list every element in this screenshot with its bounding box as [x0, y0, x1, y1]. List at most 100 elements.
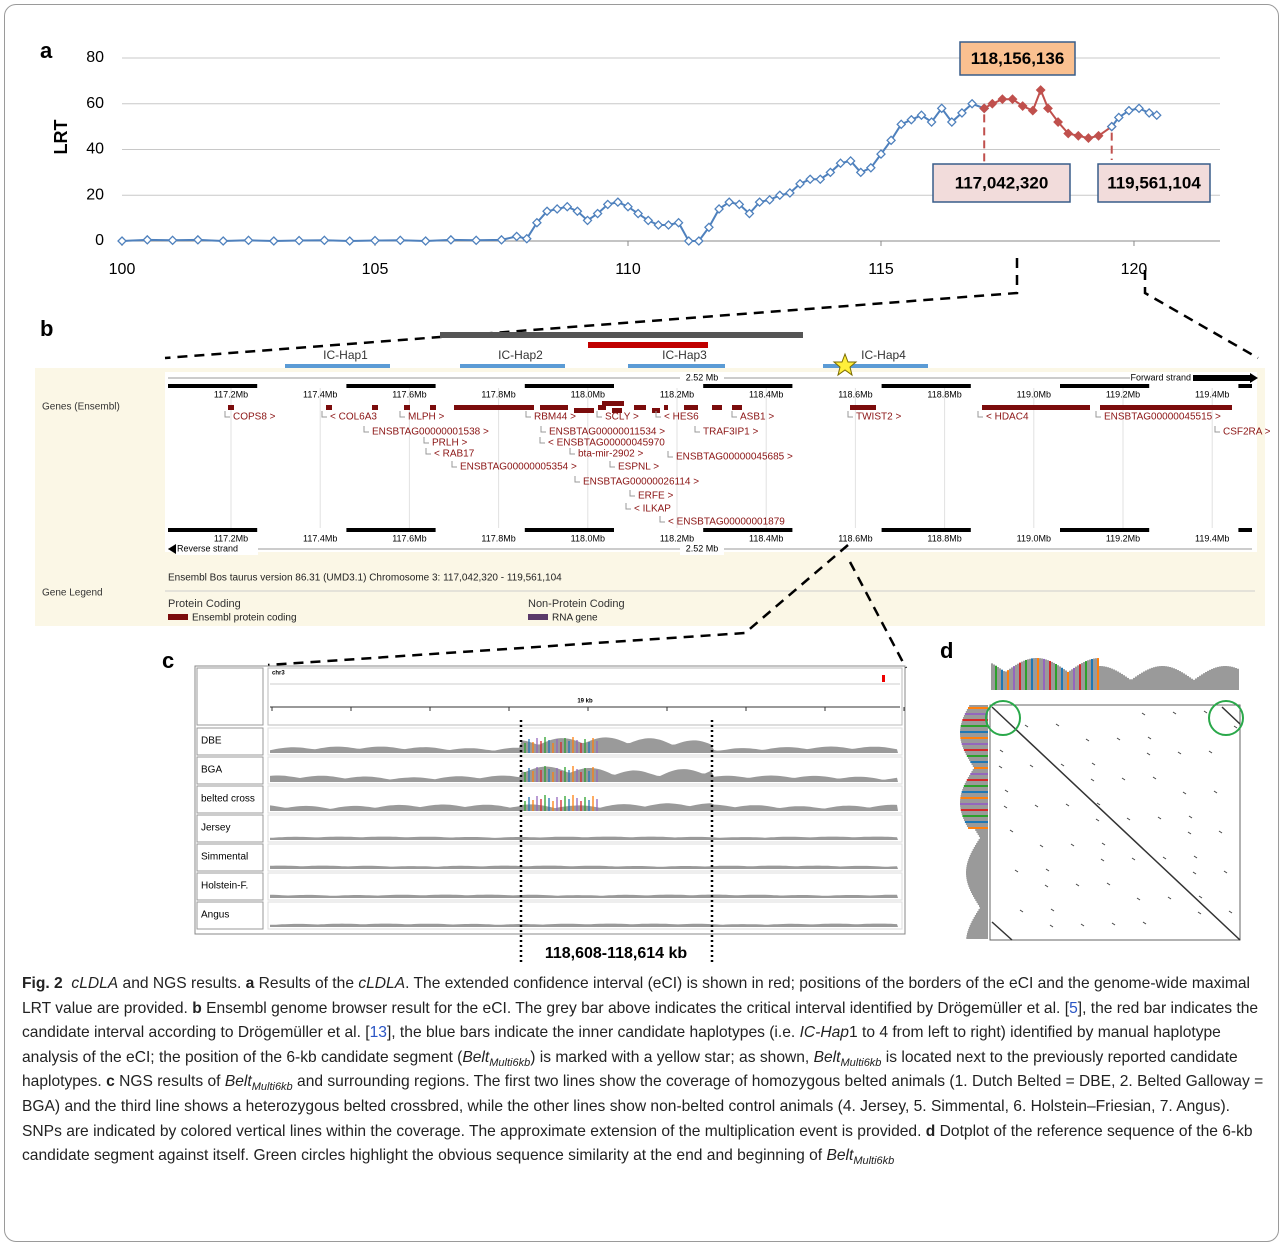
browser-info: Ensembl Bos taurus version 86.31 (UMD3.1… — [168, 573, 562, 584]
y-tick-label: 80 — [86, 49, 104, 66]
ruler-label: 118.6Mb — [838, 533, 872, 543]
data-point — [1145, 109, 1153, 117]
data-point — [664, 221, 672, 229]
gene-bar — [732, 405, 742, 410]
data-point — [654, 221, 662, 229]
ruler-segment — [346, 384, 435, 388]
caption-text: ], the blue bars indicate the inner cand… — [387, 1024, 800, 1041]
data-point — [806, 175, 814, 183]
ruler-label: 118.8Mb — [927, 389, 961, 399]
data-point — [396, 236, 404, 244]
gene-label: MLPH > — [408, 412, 445, 423]
data-point — [497, 236, 505, 244]
data-point — [447, 236, 455, 244]
data-point — [685, 237, 693, 245]
gene-label: < RAB17 — [434, 449, 475, 460]
data-point — [988, 100, 996, 108]
caption-text: NGS results of — [115, 1073, 225, 1090]
ruler-segment — [346, 528, 435, 532]
reference-link[interactable]: 5 — [1069, 1000, 1078, 1017]
gene-bar — [602, 401, 624, 406]
legend-title: Gene Legend — [42, 588, 103, 599]
data-point — [472, 236, 480, 244]
x-tick-label: 115 — [868, 261, 894, 278]
ruler-label: 119.4Mb — [1195, 389, 1229, 399]
track-name: Jersey — [201, 823, 230, 834]
data-point — [1153, 111, 1161, 119]
haplotype-label: IC-Hap3 — [662, 348, 707, 362]
ruler-label: 117.4Mb — [303, 533, 337, 543]
strand-label: Forward strand — [1130, 372, 1191, 382]
ruler-segment — [168, 384, 257, 388]
gene-bar — [574, 408, 594, 413]
track-name: BGA — [201, 765, 222, 776]
connector — [1145, 270, 1258, 358]
ruler-label: 119.2Mb — [1106, 389, 1140, 399]
gene-label: RBM44 > — [534, 412, 576, 423]
data-point — [513, 232, 521, 240]
caption-text: a — [246, 975, 255, 992]
gene-bar — [326, 405, 332, 410]
haplotype-label: IC-Hap4 — [861, 348, 906, 362]
gene-bar — [982, 405, 1090, 410]
data-point — [614, 198, 622, 206]
y-tick-label: 60 — [86, 95, 104, 112]
y-tick-label: 40 — [86, 141, 104, 158]
track-name: Simmental — [201, 852, 248, 863]
ruler-segment — [1238, 528, 1252, 532]
ruler-label: 118.4Mb — [749, 389, 783, 399]
annotation: 117,042,320 — [955, 173, 1049, 192]
data-point — [118, 237, 126, 245]
gene-label: ENSBTAG00000011534 > — [549, 427, 665, 438]
ruler-label: 117.8Mb — [481, 533, 515, 543]
legend-group-title: Non-Protein Coding — [528, 598, 625, 610]
legend-swatch — [528, 614, 548, 620]
gene-label: bta-mir-2902 > — [578, 449, 643, 460]
data-point — [563, 203, 571, 211]
legend-swatch — [168, 614, 188, 620]
ruler-label: 118.0Mb — [571, 533, 605, 543]
caption: Fig. 2 cLDLA and NGS results. a Results … — [22, 972, 1264, 1169]
ruler-label: 118.6Mb — [838, 389, 872, 399]
data-point — [1135, 104, 1143, 112]
haplotype-label: IC-Hap2 — [498, 348, 543, 362]
caption-text: d — [926, 1123, 936, 1140]
gene-bar — [404, 405, 410, 410]
reference-link[interactable]: 13 — [370, 1024, 387, 1041]
ruler-segment — [1060, 528, 1149, 532]
gene-label: < ENSBTAG00000001879 — [668, 517, 785, 528]
gene-bar — [664, 405, 668, 410]
data-point — [907, 116, 915, 124]
ruler-label: 119.4Mb — [1195, 533, 1229, 543]
scale-label: 2.52 Mb — [686, 372, 719, 382]
panel-label: d — [940, 638, 953, 663]
caption-text: c — [106, 1073, 115, 1090]
data-point — [169, 236, 177, 244]
gene-label: ENSBTAG00000045515 > — [1104, 412, 1221, 423]
gene-bar — [712, 405, 722, 410]
critical-interval-bar — [440, 332, 803, 338]
ruler-segment — [882, 384, 971, 388]
data-point — [371, 237, 379, 245]
track-label: Genes (Ensembl) — [42, 402, 120, 413]
track-name: Angus — [201, 910, 229, 921]
caption-text: Multi6kb — [840, 1057, 881, 1069]
data-point — [320, 236, 328, 244]
x-tick-label: 100 — [109, 261, 136, 278]
ruler-label: 118.2Mb — [660, 533, 694, 543]
ruler-label: 119.0Mb — [1017, 389, 1051, 399]
gene-bar — [684, 405, 698, 410]
legend-group-title: Protein Coding — [168, 598, 241, 610]
strand-label: Reverse strand — [177, 543, 238, 553]
candidate-interval-bar — [588, 342, 708, 348]
gene-bar — [634, 405, 646, 410]
y-tick-label: 0 — [95, 232, 104, 249]
gene-label: ENSBTAG00000001538 > — [372, 427, 489, 438]
gene-bar — [228, 405, 234, 410]
track-name: Holstein-F. — [201, 881, 248, 892]
gene-label: TWIST2 > — [856, 412, 901, 423]
data-point — [143, 236, 151, 244]
x-tick-label: 105 — [362, 261, 389, 278]
caption-text: b — [192, 1000, 202, 1017]
gene-bar — [372, 405, 378, 410]
